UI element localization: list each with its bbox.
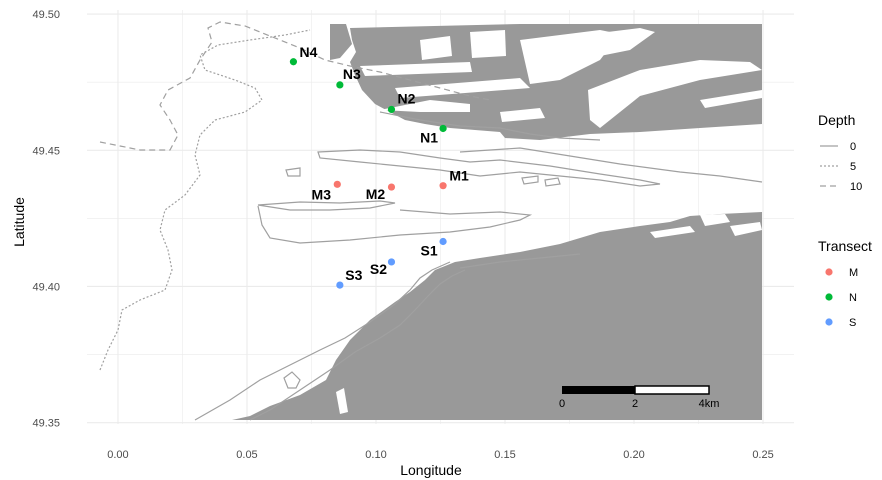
station-label-n1: N1	[420, 129, 438, 145]
contour-0-islet2	[521, 175, 539, 185]
station-label-m3: M3	[312, 186, 332, 202]
y-tick-label: 49.50	[32, 9, 60, 21]
contour-0-channel-mid	[459, 147, 763, 183]
contour-0-south-channel2	[249, 269, 466, 421]
depth-legend-title: Depth	[818, 112, 855, 128]
depth-legend-label-5: 5	[850, 161, 856, 173]
depth-legend-label-10: 10	[850, 181, 862, 193]
station-label-n2: N2	[398, 90, 416, 106]
x-axis-title: Longitude	[400, 462, 462, 478]
station-point-n2[interactable]	[387, 105, 396, 114]
contour-0-main-bank	[257, 200, 396, 211]
scale-label-0: 0	[559, 398, 565, 410]
y-axis-ticks: 49.35 49.40 49.45 49.50	[32, 9, 60, 430]
contour-0-islet3	[544, 177, 561, 187]
transect-legend: Transect M N S	[818, 238, 872, 329]
scale-label-4km: 4km	[699, 398, 720, 410]
contour-5-west	[99, 29, 311, 371]
x-axis-ticks: 0.00 0.05 0.10 0.15 0.20 0.25	[107, 449, 773, 461]
station-point-n1[interactable]	[439, 124, 447, 133]
transect-legend-label-s: S	[849, 317, 856, 329]
contour-0-bank-south	[257, 205, 533, 244]
station-points: N4 N3 N2 N1 M1 M2 M3 S1 S2 S3	[289, 44, 469, 289]
x-tick-label: 0.05	[236, 449, 257, 461]
station-label-m2: M2	[366, 186, 386, 202]
station-label-s1: S1	[421, 243, 438, 259]
station-point-m1[interactable]	[439, 182, 447, 190]
contour-0-north-shore	[379, 111, 601, 141]
y-axis-title: Latitude	[11, 197, 27, 247]
contour-0-channel-north	[317, 149, 661, 187]
y-tick-label: 49.45	[32, 145, 60, 157]
station-point-s1[interactable]	[439, 237, 447, 246]
transect-legend-label-n: N	[849, 292, 857, 304]
scale-bar-black-segment	[562, 386, 635, 394]
x-tick-label: 0.00	[107, 449, 128, 461]
y-tick-label: 49.40	[32, 281, 60, 293]
station-label-n3: N3	[343, 66, 361, 82]
station-label-m1: M1	[449, 168, 469, 184]
contour-0-south-channel	[194, 261, 451, 421]
station-point-s3[interactable]	[336, 281, 344, 289]
transect-legend-label-m: M	[849, 267, 858, 279]
scale-label-2: 2	[632, 398, 638, 410]
station-point-m2[interactable]	[387, 183, 396, 191]
station-label-n4: N4	[299, 44, 317, 60]
x-tick-label: 0.15	[494, 449, 515, 461]
transect-legend-key-s	[825, 318, 833, 326]
harbour-basins	[360, 28, 762, 128]
x-tick-label: 0.25	[752, 449, 773, 461]
depth-contours	[99, 21, 763, 421]
contour-0-islet1	[285, 167, 301, 177]
station-point-n4[interactable]	[289, 58, 298, 66]
depth-legend: Depth 0 5 10	[818, 112, 862, 193]
x-tick-label: 0.20	[623, 449, 644, 461]
transect-legend-key-m	[825, 268, 833, 276]
station-point-m3[interactable]	[333, 180, 341, 188]
land-layer	[232, 24, 762, 420]
contour-10-west	[99, 21, 491, 151]
depth-legend-label-0: 0	[850, 141, 856, 153]
contour-0-spit	[459, 253, 581, 269]
contour-0-jetty	[283, 371, 301, 389]
station-point-n3[interactable]	[336, 81, 344, 89]
scale-bar: 0 2 4km	[559, 385, 720, 410]
station-point-s2[interactable]	[387, 258, 396, 266]
scale-bar-white-segment	[634, 385, 710, 395]
y-tick-label: 49.35	[32, 418, 60, 430]
transect-legend-title: Transect	[818, 238, 872, 254]
station-label-s3: S3	[345, 267, 362, 283]
transect-legend-key-n	[825, 293, 833, 301]
x-tick-label: 0.10	[365, 449, 386, 461]
south-land	[232, 212, 762, 420]
station-label-s2: S2	[370, 261, 387, 277]
